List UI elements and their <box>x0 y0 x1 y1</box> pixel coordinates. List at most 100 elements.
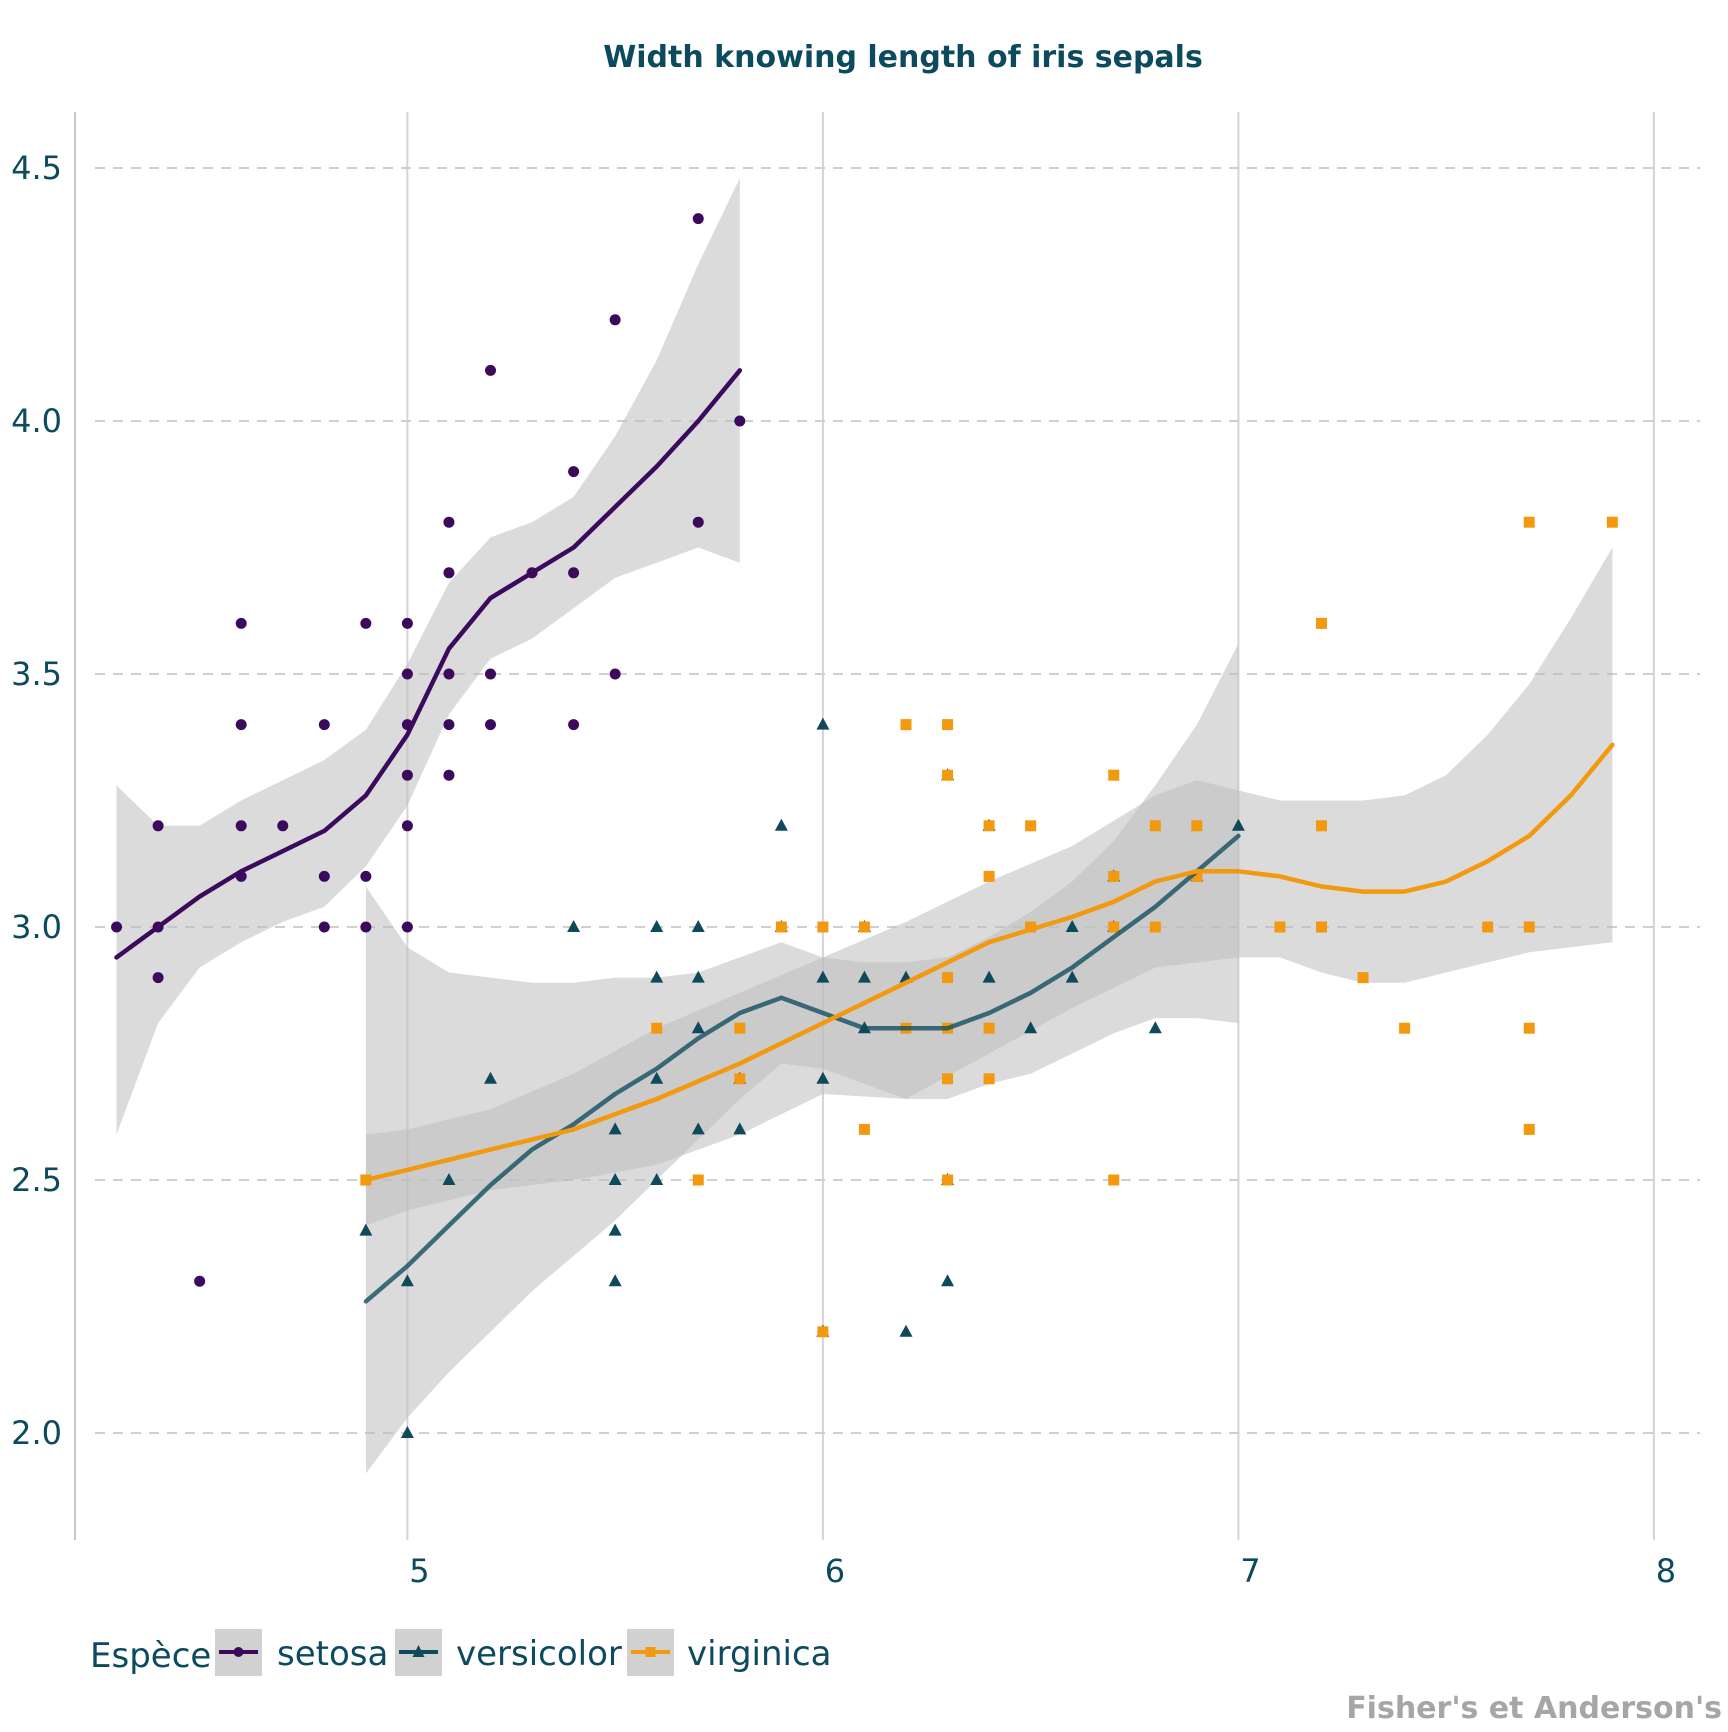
legend-label-versicolor: versicolor <box>456 1634 622 1674</box>
point-setosa <box>194 1275 206 1287</box>
point-versicolor <box>691 1122 705 1135</box>
point-virginica <box>1025 921 1037 933</box>
point-versicolor <box>400 1274 414 1287</box>
point-versicolor <box>816 717 830 730</box>
point-virginica <box>900 719 912 731</box>
confidence-bands <box>116 178 1613 1474</box>
legend-marker-versicolor <box>412 1645 425 1657</box>
point-virginica <box>983 1022 995 1034</box>
legend-label-virginica: virginica <box>687 1634 832 1674</box>
point-setosa <box>401 617 413 629</box>
point-versicolor <box>608 1173 622 1185</box>
point-setosa <box>401 921 413 933</box>
point-setosa <box>360 617 372 629</box>
point-virginica <box>1149 921 1161 933</box>
point-versicolor <box>1148 1021 1162 1034</box>
point-virginica <box>817 1326 829 1338</box>
point-setosa <box>152 972 164 984</box>
point-virginica <box>1108 921 1120 933</box>
point-versicolor <box>567 920 581 932</box>
point-virginica <box>1191 820 1203 832</box>
point-versicolor <box>484 1071 497 1084</box>
point-virginica <box>942 1073 954 1085</box>
point-virginica <box>1523 1022 1535 1034</box>
point-virginica <box>1523 921 1535 933</box>
point-virginica <box>942 972 954 984</box>
point-virginica <box>1108 1174 1120 1186</box>
point-setosa <box>568 567 580 579</box>
point-setosa <box>692 213 704 225</box>
point-setosa <box>360 870 372 882</box>
point-versicolor <box>982 970 996 983</box>
point-setosa <box>443 516 455 528</box>
point-virginica <box>1149 820 1161 832</box>
point-setosa <box>111 921 123 933</box>
point-versicolor <box>899 1324 913 1337</box>
point-virginica <box>1191 870 1203 882</box>
point-versicolor <box>650 920 664 932</box>
point-virginica <box>858 1123 870 1135</box>
point-versicolor <box>733 1122 747 1135</box>
point-virginica <box>983 820 995 832</box>
confidence-band-setosa <box>116 178 740 1135</box>
point-virginica <box>1399 1022 1411 1034</box>
point-versicolor <box>650 1071 664 1084</box>
point-setosa <box>277 820 289 832</box>
point-setosa <box>235 719 247 731</box>
point-virginica <box>1523 1123 1535 1135</box>
point-versicolor <box>857 970 871 983</box>
point-setosa <box>609 668 621 680</box>
point-versicolor <box>816 1071 830 1084</box>
point-setosa <box>443 719 455 731</box>
point-setosa <box>443 668 455 680</box>
point-versicolor <box>650 970 664 983</box>
point-versicolor <box>442 1173 456 1185</box>
point-virginica <box>1108 870 1120 882</box>
point-versicolor <box>1065 920 1079 932</box>
legend-title: Espèce <box>90 1636 211 1676</box>
y-tick-label: 3.5 <box>11 655 62 693</box>
y-tick-label: 2.0 <box>11 1414 62 1452</box>
point-setosa <box>235 617 247 629</box>
point-virginica <box>1482 921 1494 933</box>
point-virginica <box>817 921 829 933</box>
point-virginica <box>942 719 954 731</box>
point-setosa <box>318 719 330 731</box>
tick-labels: 5 6 7 8 2.0 2.5 3.0 3.5 4.0 4.5 <box>11 149 1676 1590</box>
legend-marker-setosa <box>233 1647 244 1657</box>
x-tick-label: 7 <box>1240 1552 1260 1590</box>
point-virginica <box>1274 921 1286 933</box>
point-setosa <box>485 719 496 731</box>
chart-caption: Fisher's et Anderson's <box>1346 1691 1722 1726</box>
point-virginica <box>942 769 954 781</box>
point-versicolor <box>1231 818 1245 831</box>
x-tick-label: 6 <box>825 1552 845 1590</box>
point-virginica <box>1316 617 1327 629</box>
smooth-lines <box>114 368 1615 1304</box>
point-versicolor <box>1024 1021 1038 1034</box>
point-setosa <box>609 314 621 326</box>
point-setosa <box>318 921 330 933</box>
x-tick-label: 5 <box>409 1552 429 1590</box>
smooth-line-setosa <box>114 368 743 960</box>
point-setosa <box>485 364 496 376</box>
point-versicolor <box>608 1122 622 1135</box>
point-versicolor <box>608 1274 622 1287</box>
point-virginica <box>983 870 995 882</box>
point-virginica <box>942 1174 954 1186</box>
point-virginica <box>1357 972 1369 984</box>
point-virginica <box>1316 921 1327 933</box>
point-virginica <box>734 1073 746 1085</box>
point-versicolor <box>816 970 830 983</box>
point-virginica <box>1316 820 1327 832</box>
point-versicolor <box>941 1274 955 1287</box>
y-tick-label: 4.0 <box>11 402 62 440</box>
point-virginica <box>1108 769 1120 781</box>
point-versicolor <box>691 1021 705 1034</box>
point-versicolor <box>650 1173 664 1185</box>
point-virginica <box>775 921 787 933</box>
y-tick-label: 2.5 <box>11 1161 62 1199</box>
data-points <box>111 213 1618 1438</box>
